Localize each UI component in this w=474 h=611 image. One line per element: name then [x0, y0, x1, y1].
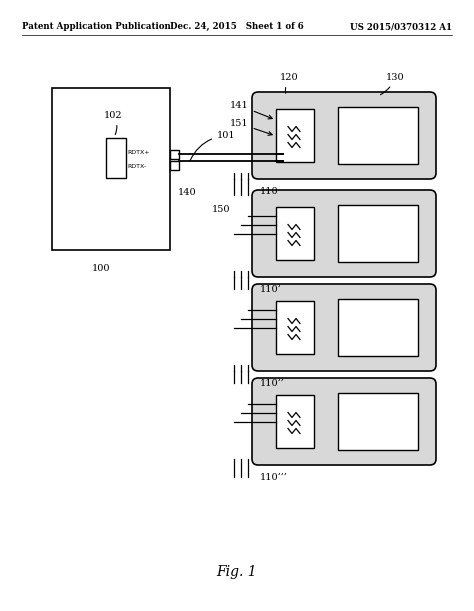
Text: 110’: 110’	[260, 285, 282, 294]
Bar	[338, 393, 418, 450]
Text: 141: 141	[230, 101, 272, 119]
Bar	[170, 150, 179, 159]
Bar	[338, 107, 418, 164]
Text: 110’’: 110’’	[260, 379, 284, 388]
Bar	[338, 205, 418, 262]
Text: 110: 110	[260, 187, 279, 196]
Bar	[276, 207, 314, 260]
Bar	[52, 88, 170, 250]
Text: 151: 151	[230, 119, 272, 135]
Text: 100: 100	[92, 264, 110, 273]
Bar	[170, 161, 179, 170]
Text: 130: 130	[381, 73, 405, 95]
Text: 140: 140	[178, 188, 197, 197]
Text: 150: 150	[212, 205, 230, 214]
FancyBboxPatch shape	[252, 284, 436, 371]
Text: US 2015/0370312 A1: US 2015/0370312 A1	[350, 22, 452, 31]
FancyBboxPatch shape	[252, 92, 436, 179]
Text: 110’’’: 110’’’	[260, 473, 288, 482]
FancyBboxPatch shape	[252, 378, 436, 465]
Text: Dec. 24, 2015   Sheet 1 of 6: Dec. 24, 2015 Sheet 1 of 6	[170, 22, 304, 31]
Text: 101: 101	[190, 131, 236, 161]
Bar	[338, 299, 418, 356]
Text: 120: 120	[280, 73, 299, 93]
Text: 102: 102	[104, 111, 123, 134]
Bar	[276, 301, 314, 354]
FancyBboxPatch shape	[252, 190, 436, 277]
Bar	[276, 395, 314, 448]
Bar	[276, 109, 314, 162]
Bar	[106, 138, 126, 178]
Text: Fig. 1: Fig. 1	[217, 565, 257, 579]
Text: RDTX+: RDTX+	[127, 150, 149, 155]
Text: Patent Application Publication: Patent Application Publication	[22, 22, 171, 31]
Text: RDTX-: RDTX-	[127, 164, 146, 169]
